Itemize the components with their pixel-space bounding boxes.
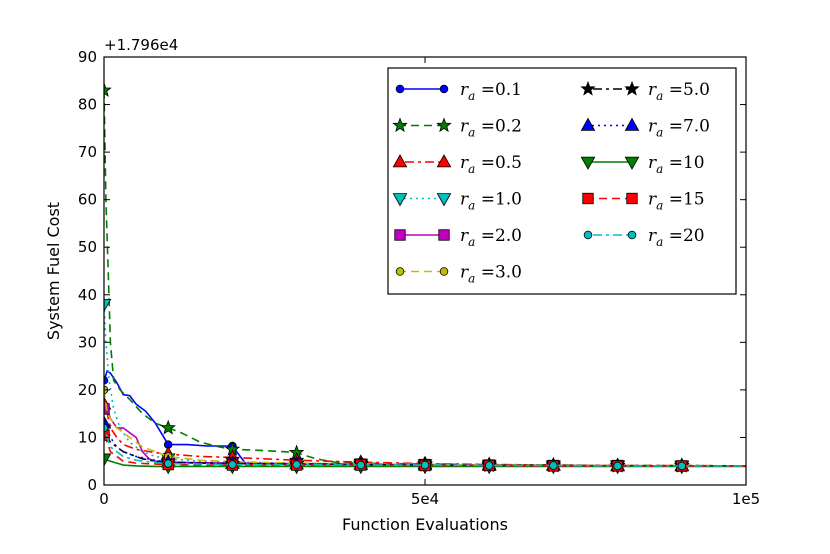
y-offset-label: +1.796e4 [104,36,178,54]
y-tick-label-1: 10 [78,428,97,446]
data-point-10-6 [484,461,494,470]
legend-label-6: ra =5.0 [648,80,710,103]
legend-label-2: ra =0.5 [460,153,522,176]
data-point-10-8 [613,461,622,471]
legend-entry-9: ra =15 [582,190,705,213]
legend-marker-end-0 [439,84,449,94]
data-point-10-9 [677,461,687,471]
legend-label-3: ra =1.0 [460,190,522,213]
legend-marker-end-10 [627,230,637,240]
x-tick-label-2: 1e5 [732,490,760,508]
data-point-10-3 [292,460,301,469]
y-tick-label-2: 20 [78,381,97,399]
x-tick-label-1: 5e4 [411,490,439,508]
y-tick-label-9: 90 [78,48,97,66]
legend-marker-start-8 [580,156,596,170]
legend-label-7: ra =7.0 [648,117,710,140]
legend-marker-end-1 [436,117,452,133]
legend-marker-end-9 [626,192,638,205]
data-point-10-7 [549,461,558,470]
y-axis-label: System Fuel Cost [44,202,63,340]
legend-label-10: ra =20 [648,226,705,249]
legend-marker-end-6 [624,80,640,96]
legend-marker-end-7 [624,117,640,131]
ticks-layer: 0 5e4 1e5 0 10 20 30 40 50 60 70 80 90 [78,48,760,508]
legend-marker-start-6 [580,80,596,96]
legend-marker-end-8 [624,156,640,170]
legend-entry-6: ra =5.0 [580,80,710,103]
legend-entry-1: ra =0.2 [392,117,522,140]
legend-label-9: ra =15 [648,190,705,213]
series-line-10 [104,427,746,467]
legend-marker-start-2 [392,154,408,168]
legend: ra =0.1 ra =0.2 ra =0.5 ra =1.0 ra =2.0 ra =3… [387,67,737,295]
x-tick-label-0: 0 [99,490,109,508]
legend-label-5: ra =3.0 [460,263,522,286]
legend-entry-10: ra =20 [583,226,705,249]
legend-entry-8: ra =10 [580,153,705,176]
legend-entry-2: ra =0.5 [392,153,522,176]
data-point-10-4 [356,460,366,470]
series-line-9 [104,434,746,467]
legend-box [387,67,737,295]
legend-marker-start-5 [395,267,405,276]
data-point-10-2 [228,460,237,469]
legend-label-8: ra =10 [648,153,705,176]
legend-marker-start-1 [392,117,408,133]
y-tick-label-4: 40 [78,286,97,304]
series-line-7 [104,422,746,467]
y-tick-label-5: 50 [78,238,97,256]
legend-label-1: ra =0.2 [460,117,522,140]
legend-label-4: ra =2.0 [460,226,522,249]
series-line-6 [104,427,746,467]
legend-marker-start-9 [582,192,594,205]
y-tick-label-7: 70 [78,143,97,161]
legend-marker-start-4 [394,229,406,241]
legend-entry-5: ra =3.0 [395,263,522,286]
y-tick-label-8: 80 [78,96,97,114]
legend-entry-3: ra =1.0 [392,190,522,213]
data-point-10-1 [163,459,173,468]
legend-marker-end-4 [438,229,450,241]
legend-entry-7: ra =7.0 [580,117,710,140]
y-tick-label-6: 60 [78,191,97,209]
legend-entry-0: ra =0.1 [395,80,522,103]
legend-entry-4: ra =2.0 [394,226,522,249]
legend-marker-start-0 [395,84,405,94]
data-point-1-1 [160,419,176,435]
legend-marker-end-2 [436,154,452,168]
data-point-1-0 [104,82,112,97]
x-axis-label: Function Evaluations [342,515,508,534]
legend-marker-start-7 [580,117,596,131]
legend-marker-start-10 [583,230,593,240]
data-point-8-0 [104,453,112,467]
legend-marker-end-3 [436,193,452,207]
legend-label-0: ra =0.1 [460,80,522,103]
y-tick-label-0: 0 [87,476,97,494]
legend-marker-end-5 [439,267,449,276]
data-point-3-0 [104,298,112,313]
legend-marker-start-3 [392,193,408,207]
data-point-10-5 [420,460,430,470]
y-tick-label-3: 30 [78,333,97,351]
series-layer [104,82,746,475]
